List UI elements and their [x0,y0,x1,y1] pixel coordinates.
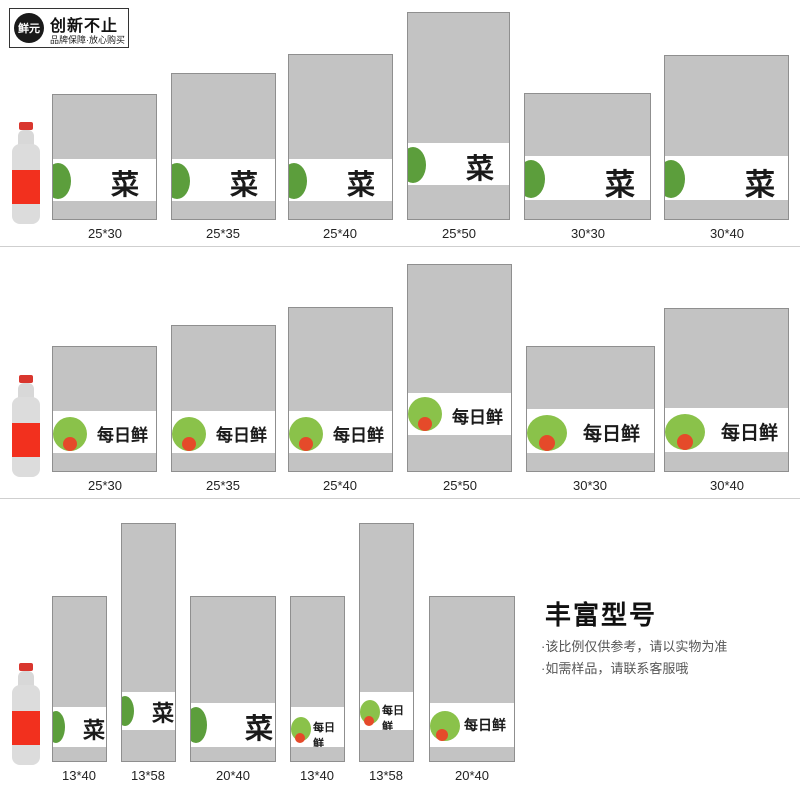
brand-title: 创新不止 [50,18,119,35]
bottle-icon [12,375,40,477]
bag-row3-6: 每日鲜 [429,596,515,762]
bag-row2-4: 每日鲜 [407,264,512,472]
bag-print: 菜 [53,159,156,201]
info-note: ·该比例仅供参考，请以实物为准 [541,639,728,654]
size-label: 25*50 [442,226,476,241]
bag-row3-5: 每日鲜 [359,523,414,762]
bag-row1-6: 菜 [664,55,789,220]
size-label: 20*40 [455,768,489,783]
bag-row1-2: 菜 [171,73,276,220]
size-label: 13*58 [369,768,403,783]
bag-row1-1: 菜 [52,94,157,220]
size-label: 25*35 [206,478,240,493]
bag-row2-5: 每日鲜 [526,346,655,472]
brand-circle: 鲜元 [14,13,44,43]
size-label: 30*30 [571,226,605,241]
size-label: 20*40 [216,768,250,783]
row-divider [0,498,800,499]
bag-row1-3: 菜 [288,54,393,220]
brand-logo: 鲜元 创新不止 品牌保障·放心购买 [9,8,129,48]
size-label: 25*40 [323,226,357,241]
bag-row3-3: 菜 [190,596,276,762]
bottle-icon [12,122,40,224]
size-label: 13*40 [300,768,334,783]
bag-row3-4: 每日鲜 [290,596,345,762]
brand-subtitle: 品牌保障·放心购买 [50,35,125,45]
info-note: ·如需样品，请联系客服哦 [541,661,689,676]
bag-row2-1: 每日鲜 [52,346,157,472]
bag-row3-1: 菜 [52,596,107,762]
size-label: 30*40 [710,226,744,241]
size-label: 13*40 [62,768,96,783]
size-label: 30*40 [710,478,744,493]
size-label: 25*30 [88,478,122,493]
row-divider [0,246,800,247]
size-label: 25*50 [443,478,477,493]
bag-row2-2: 每日鲜 [171,325,276,472]
size-label: 25*30 [88,226,122,241]
info-heading: 丰富型号 [545,600,658,630]
bag-row1-4: 菜 [407,12,510,220]
bag-row1-5: 菜 [524,93,651,220]
bottle-icon [12,663,40,765]
size-label: 25*40 [323,478,357,493]
size-label: 25*35 [206,226,240,241]
size-label: 13*58 [131,768,165,783]
bag-row2-3: 每日鲜 [288,307,393,472]
size-label: 30*30 [573,478,607,493]
bag-row2-6: 每日鲜 [664,308,789,472]
bag-row3-2: 菜 [121,523,176,762]
